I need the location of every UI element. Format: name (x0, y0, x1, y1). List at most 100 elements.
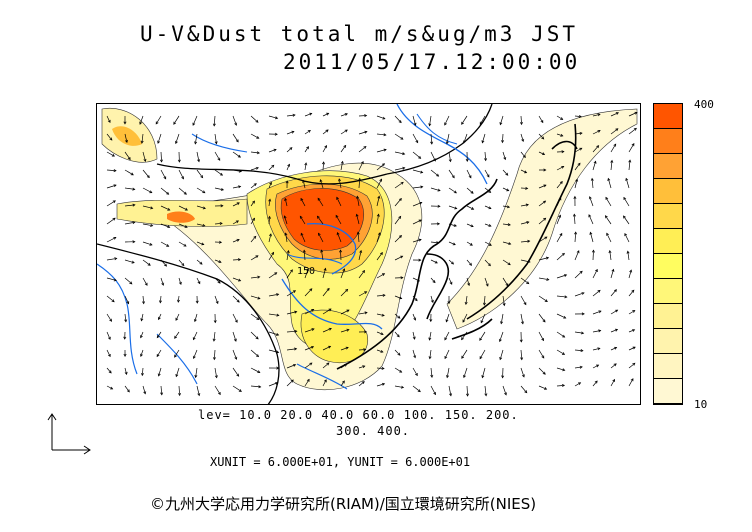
wind-vector (304, 309, 314, 315)
wind-vector-head (524, 170, 528, 174)
wind-vector-head (560, 117, 564, 120)
wind-vector (196, 259, 203, 265)
wind-vector (484, 241, 492, 246)
wind-vector-head (445, 319, 449, 323)
legend-min-label: 10 (694, 398, 708, 411)
wind-vector (268, 272, 277, 279)
wind-vector-head (129, 281, 133, 285)
wind-vector (213, 115, 216, 126)
wind-vector (106, 184, 117, 189)
wind-vector-head (345, 288, 349, 292)
wind-vector (142, 169, 150, 178)
wind-vector-head (338, 178, 342, 182)
legend-swatch (654, 354, 682, 379)
wind-vector-head (258, 385, 262, 389)
wind-vector (484, 259, 491, 266)
wind-vector (106, 349, 111, 357)
wind-vector (609, 250, 612, 261)
wind-vector (520, 221, 529, 225)
wind-vector-head (218, 260, 222, 263)
wind-vector-head (484, 158, 488, 162)
wind-vector-head (274, 132, 278, 136)
wind-vector-head (311, 309, 315, 312)
wind-vector-head (430, 374, 434, 378)
wind-vector-head (598, 329, 602, 333)
wind-vector (394, 235, 402, 243)
wind-vector (250, 133, 259, 139)
wind-vector (484, 187, 491, 193)
wind-vector (556, 384, 565, 387)
wind-vector-head (507, 262, 511, 266)
wind-vector-head (123, 121, 127, 125)
wind-vector-head (500, 321, 504, 325)
wind-vector (158, 313, 162, 320)
wind-vector (106, 217, 116, 225)
wind-vector (376, 232, 381, 243)
wind-vector-head (123, 336, 127, 340)
wind-vector (502, 205, 510, 208)
wind-vector (250, 218, 255, 225)
wind-vector (412, 295, 418, 301)
wind-vector (214, 151, 221, 161)
wind-vector-head (111, 299, 115, 303)
wind-vector (250, 295, 261, 299)
wind-vector (446, 367, 450, 378)
wind-vector-head (562, 334, 566, 338)
wind-vector-head (623, 196, 627, 201)
wind-vector (192, 115, 198, 126)
wind-vector-head (481, 140, 485, 144)
wind-vector (590, 232, 594, 243)
dust-map: 150 (96, 103, 641, 405)
wind-vector (430, 169, 439, 177)
wind-vector (412, 349, 416, 358)
wind-vector-head (399, 296, 403, 300)
wind-vector-head (112, 200, 116, 204)
wind-vector-head (125, 139, 128, 144)
wind-vector (232, 331, 237, 342)
wind-vector-head (150, 223, 154, 227)
wind-vector-head (292, 113, 296, 117)
wind-vector-head (132, 203, 136, 207)
wind-vector (142, 205, 153, 209)
wind-vector-head (499, 357, 503, 361)
wind-vector (124, 204, 135, 207)
wind-vector-head (276, 332, 280, 336)
wind-vector (606, 233, 612, 243)
wind-vector-head (520, 357, 524, 361)
wind-vector (610, 112, 619, 117)
wind-vector-head (160, 392, 164, 396)
wind-vector-head (167, 207, 171, 211)
wind-vector (232, 169, 242, 172)
wind-vector-head (605, 196, 609, 200)
wind-vector (628, 160, 631, 171)
wind-vector (250, 115, 259, 123)
wind-vector-head (525, 203, 529, 207)
wind-vector-head (268, 233, 272, 237)
wind-vector-head (195, 300, 199, 304)
wind-vector-head (615, 309, 619, 313)
wind-vector (481, 367, 486, 378)
wind-vector-head (479, 356, 483, 360)
wind-vector (556, 349, 565, 355)
wind-vector-head (300, 232, 304, 236)
wind-vector (556, 313, 566, 319)
wind-vector-head (400, 385, 405, 389)
wind-vector-head (559, 181, 563, 185)
legend-swatch (654, 129, 682, 154)
wind-vector-head (576, 250, 580, 254)
wind-vector (376, 133, 386, 136)
wind-vector-head (309, 288, 313, 292)
wind-vector (214, 295, 219, 304)
wind-vector (175, 133, 180, 144)
wind-vector-head (257, 370, 261, 373)
wind-vector-head (433, 392, 436, 396)
wind-vector-head (364, 291, 368, 295)
wind-vector (484, 277, 489, 287)
color-legend (653, 103, 683, 405)
wind-vector-head (289, 147, 293, 151)
wind-vector-head (544, 387, 548, 390)
wind-vector (466, 277, 470, 286)
wind-vector (483, 295, 486, 306)
wind-vector (448, 259, 454, 265)
wind-vector-head (109, 137, 113, 141)
